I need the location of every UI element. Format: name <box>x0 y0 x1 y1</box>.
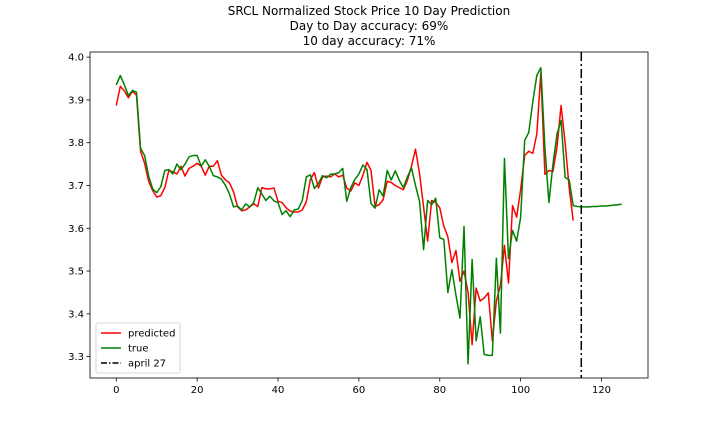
x-axis: 0 20 40 60 80 100 120 <box>113 378 611 396</box>
chart-subtitle-day-accuracy: Day to Day accuracy: 69% <box>289 19 449 33</box>
chart-subtitle-10day-accuracy: 10 day accuracy: 71% <box>302 34 436 48</box>
y-tick-label: 4.0 <box>68 53 84 64</box>
y-tick-label: 3.9 <box>68 95 84 106</box>
x-tick-label: 0 <box>113 385 119 396</box>
series-line-true <box>115 67 622 365</box>
plot-area <box>89 51 649 379</box>
chart-title-block: SRCL Normalized Stock Price 10 Day Predi… <box>0 4 720 49</box>
y-tick-label: 3.5 <box>68 267 84 278</box>
legend-box <box>95 322 181 374</box>
legend-label: april 27 <box>128 359 166 370</box>
y-tick-label: 3.6 <box>68 224 84 235</box>
x-tick-label: 60 <box>353 385 366 396</box>
legend-label: predicted <box>128 329 175 340</box>
x-tick-label: 20 <box>191 385 204 396</box>
x-tick-label: 40 <box>272 385 285 396</box>
legend: predicted true april 27 <box>95 322 181 374</box>
y-tick-label: 3.7 <box>68 181 84 192</box>
x-tick-label: 80 <box>433 385 446 396</box>
series-layer <box>115 67 622 365</box>
series-line-predicted <box>115 72 574 346</box>
legend-label: true <box>128 344 149 355</box>
y-tick-label: 3.4 <box>68 309 84 320</box>
y-tick-label: 3.8 <box>68 138 84 149</box>
y-axis: 3.3 3.4 3.5 3.6 3.7 3.8 3.9 4.0 <box>68 53 90 363</box>
y-tick-label: 3.3 <box>68 352 84 363</box>
axes-frame <box>89 51 649 379</box>
chart-title: SRCL Normalized Stock Price 10 Day Predi… <box>227 4 511 18</box>
x-tick-label: 120 <box>592 385 611 396</box>
x-tick-label: 100 <box>511 385 530 396</box>
